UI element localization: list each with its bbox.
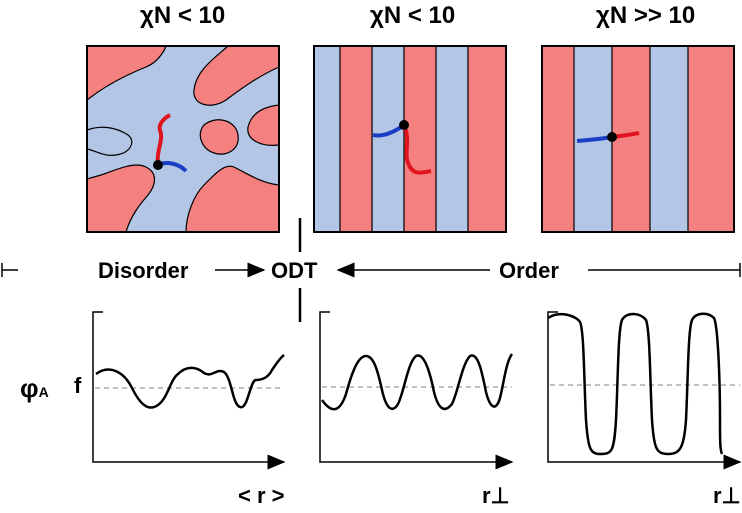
panel-strong-lamellae [541, 45, 735, 233]
lamellae-stripes [314, 46, 506, 232]
phase-label-order: Order [499, 258, 559, 284]
x-axis-label-middle: r⊥ [482, 483, 510, 508]
phase-label-odt: ODT [271, 258, 318, 284]
lamellae-stripes [542, 46, 734, 232]
plot-disordered-profile [95, 354, 285, 409]
phase-label-disorder: Disorder [98, 258, 189, 284]
chain-red-segment [402, 124, 432, 175]
plot-disordered-axes [92, 311, 286, 470]
plot-weak-axes [319, 311, 514, 470]
plot-strong-axes [547, 311, 742, 470]
junction-point [607, 132, 617, 142]
x-axis-label-left: < r > [238, 483, 285, 508]
y-axis-label: φA [20, 373, 49, 404]
junction-point [399, 120, 409, 130]
panel-weak-lamellae [313, 45, 507, 233]
title-weak-lamellae: χN < 10 [370, 2, 456, 29]
y-axis-symbol: φ [20, 373, 39, 403]
f-label: f [74, 373, 82, 398]
x-axis-label-right: r⊥ [713, 483, 741, 508]
title-strong-lamellae: χN >> 10 [596, 2, 696, 29]
panel-disordered-morphology [86, 45, 280, 233]
y-axis-subscript: A [38, 384, 49, 400]
plot-strong-profile [547, 312, 724, 456]
chain-red-segment [155, 113, 171, 166]
junction-point [153, 160, 163, 170]
plot-weak-profile [320, 353, 514, 411]
disordered-red-island [199, 119, 239, 155]
disordered-blue-island [86, 126, 133, 156]
title-disordered: χN < 10 [140, 2, 226, 29]
